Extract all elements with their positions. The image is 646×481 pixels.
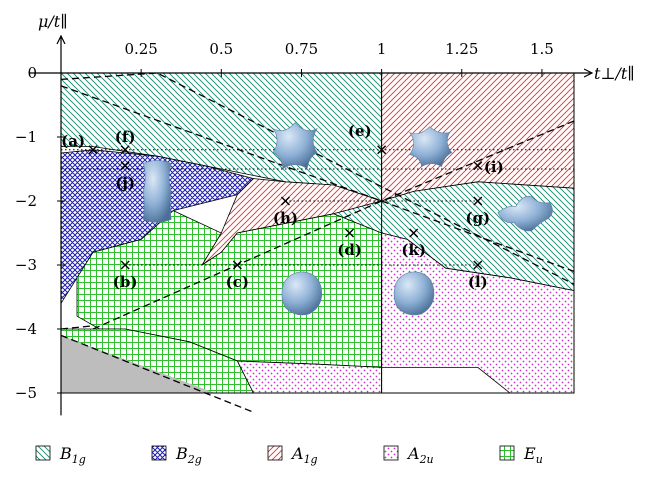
point-marker [88,145,98,155]
fermi-surface-cube-like-0 [272,122,318,170]
axes: 0.25 0.5 0.75 1 1.25 1.5 0 −1 −2 −3 −4 −5 t⊥/t∥ μ/t∥ [15,12,635,416]
dashed-line-4 [60,325,94,330]
phase-regions [60,72,575,394]
point-d: (d) [337,228,362,259]
fermi-surface-cylinder-2 [142,160,172,223]
y-tick-label-0: 0 [27,64,37,82]
point-marker [409,228,419,238]
x-axis-label: t⊥/t∥ [594,64,635,83]
fermi-surface-body [142,160,172,223]
point-marker [120,145,130,155]
legend-label: A2u [406,444,434,466]
legend-swatch [267,445,283,461]
region-boundaries [61,73,575,394]
point-label: (h) [273,209,298,227]
dashed-lines [60,72,575,413]
x-tick-label-2: 0.75 [285,40,318,58]
point-a: (a) [61,132,98,155]
point-label: (j) [115,174,135,192]
fermi-surface-body [408,126,453,168]
point-label: (i) [484,158,504,176]
fermi-surface-body [281,271,323,316]
gray-region [61,335,215,393]
point-label: (f) [115,128,136,146]
point-marker [345,228,355,238]
y-tick-label-4: −4 [15,320,37,338]
point-label: (c) [226,273,249,291]
point-marker [473,196,483,206]
point-label: (a) [61,132,85,150]
point-label: (k) [401,241,426,259]
point-c: (c) [226,260,249,291]
point-g: (g) [465,196,490,227]
dashed-line-1 [60,85,575,273]
fermi-surface-body [272,122,318,170]
point-marker [280,196,290,206]
legend-item-a1g: A1g [267,444,318,466]
legend-swatch [151,445,167,461]
point-marker [120,161,130,171]
y-tick-label-2: −2 [15,192,37,210]
fermi-surface-flat-cross-3 [497,196,553,232]
x-tick-label-5: 1.5 [530,40,554,58]
fermi-surface-sphere-5 [393,271,435,316]
legend-item-b1g: B1g [35,444,86,466]
y-tick-label-5: −5 [15,384,37,402]
legend-item-a2u: A2u [383,444,434,466]
gray-forbidden-region [61,335,215,393]
point-label: (l) [468,273,488,291]
fermi-surface-body [393,271,435,316]
x-tick-label-1: 0.5 [209,40,233,58]
labelled-points: (a) (f) (j) (e) (i) (h) (g) (d) (k) (b) (c) (l) [61,122,504,291]
point-l: (l) [468,260,488,291]
fermi-surface-sphere-4 [281,271,323,316]
point-label: (b) [113,273,138,291]
point-label: (e) [348,122,372,140]
point-marker [377,145,387,155]
dashed-line-0 [60,72,575,285]
point-i: (i) [473,158,504,176]
legend-swatch [383,445,399,461]
legend-swatch [499,445,515,461]
point-marker [473,260,483,270]
legend-label: B2g [175,444,202,466]
fermi-surface-body [497,196,553,232]
dashed-line-3 [92,120,575,330]
dashed-line-2 [60,334,254,413]
legend-label: A1g [290,444,318,466]
legend-label: B1g [59,444,86,466]
y-tick-label-3: −3 [15,256,37,274]
y-tick-label-1: −1 [15,128,37,146]
y-axis-label: μ/t∥ [38,12,68,31]
legend-label: Eu [523,444,543,466]
point-j: (j) [115,161,135,192]
point-b: (b) [113,260,138,291]
point-marker [473,161,483,171]
legend-item-b2g: B2g [151,444,202,466]
fermi-surface-insets [142,122,553,316]
point-label: (d) [337,241,362,259]
region-b2g-2 [60,149,255,305]
x-tick-label-3: 1 [377,40,387,58]
point-label: (g) [465,209,490,227]
x-tick-label-4: 1.25 [445,40,478,58]
point-e: (e) [348,122,387,155]
point-marker [120,260,130,270]
point-k: (k) [401,228,426,259]
legend-item-eu: Eu [499,444,543,466]
point-f: (f) [115,128,136,155]
point-h: (h) [273,196,298,227]
plot-frame [61,73,575,394]
legend: B1g B2g A1g A2u Eu [35,444,543,466]
x-tick-label-0: 0.25 [124,40,157,58]
fermi-surface-cube-like-small-1 [408,126,453,168]
point-marker [232,260,242,270]
legend-swatch [35,445,51,461]
